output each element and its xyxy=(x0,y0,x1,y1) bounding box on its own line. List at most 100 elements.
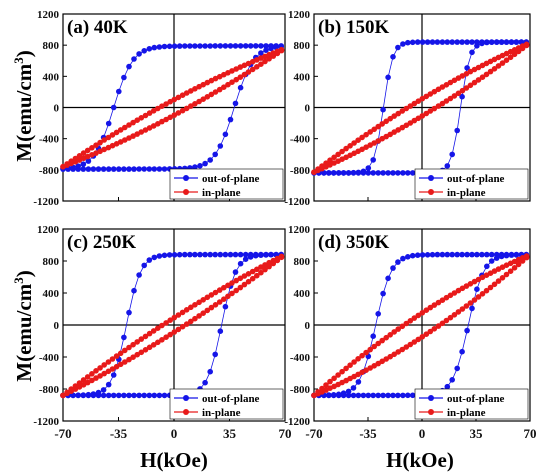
data-point xyxy=(403,320,410,327)
data-point xyxy=(138,129,145,135)
data-point xyxy=(493,39,500,45)
data-point xyxy=(383,118,390,125)
data-point xyxy=(395,170,401,176)
data-point xyxy=(80,150,87,156)
data-point xyxy=(151,44,158,51)
data-point xyxy=(64,161,70,167)
data-point xyxy=(395,349,402,355)
data-point xyxy=(365,392,372,399)
data-point xyxy=(202,379,208,386)
data-point xyxy=(439,39,446,45)
data-point xyxy=(150,328,157,334)
data-point xyxy=(459,39,465,45)
data-point xyxy=(491,281,498,288)
data-point xyxy=(419,252,426,258)
y-tick-label: 0 xyxy=(305,103,311,115)
data-point xyxy=(130,119,136,126)
data-point xyxy=(142,347,149,353)
data-point xyxy=(245,271,252,277)
data-point xyxy=(84,374,91,380)
y-tick-label: -400 xyxy=(290,134,311,146)
data-point xyxy=(237,251,244,258)
data-point xyxy=(237,275,244,282)
data-point xyxy=(350,169,357,176)
data-point xyxy=(471,278,478,285)
data-point xyxy=(444,39,451,45)
data-point xyxy=(97,139,103,146)
data-point xyxy=(326,170,332,176)
data-point xyxy=(467,82,474,89)
legend-label: in-plane xyxy=(202,407,241,419)
data-point xyxy=(225,81,231,88)
series-in-plane xyxy=(60,46,285,170)
data-point xyxy=(484,263,490,270)
data-point xyxy=(121,166,127,172)
data-point xyxy=(192,164,198,170)
data-point xyxy=(202,43,208,49)
data-point xyxy=(375,170,382,176)
data-point xyxy=(229,280,235,286)
x-axis-title-right: H(kOe) xyxy=(386,448,454,472)
data-point xyxy=(340,390,347,397)
data-point xyxy=(253,43,259,49)
data-point xyxy=(161,166,168,172)
data-point xyxy=(503,251,510,258)
data-point xyxy=(513,39,520,45)
data-point xyxy=(459,93,465,100)
panel-0: 1200 800 400 0 -400 -800 -1200 (a) 40K out-of-pl… xyxy=(33,9,286,208)
legend-marker xyxy=(428,395,434,401)
data-point xyxy=(176,251,183,258)
data-point xyxy=(237,43,244,49)
panel-3: 1200 800 400 0 -400 -800 -1200-70 -35 0 35 70 (d) 3… xyxy=(284,224,536,441)
data-point xyxy=(429,251,436,258)
data-point xyxy=(110,104,117,111)
data-point xyxy=(469,305,475,312)
data-point xyxy=(175,326,182,333)
data-point xyxy=(216,86,223,93)
data-point xyxy=(423,307,430,314)
data-point xyxy=(179,92,186,98)
y-tick-label: -1200 xyxy=(33,416,59,428)
data-point xyxy=(427,304,434,311)
legend: out-of-plane in-plane xyxy=(414,388,529,420)
data-point xyxy=(72,155,79,162)
x-tick-label: 70 xyxy=(524,426,537,441)
data-point xyxy=(146,344,153,351)
data-point xyxy=(508,251,515,258)
legend: out-of-plane in-plane xyxy=(169,388,284,420)
data-point xyxy=(399,323,406,330)
data-point xyxy=(355,356,361,362)
data-point xyxy=(409,252,416,259)
data-point xyxy=(161,392,168,399)
y-tick-label: 400 xyxy=(294,71,311,83)
data-point xyxy=(208,91,215,98)
data-point xyxy=(395,392,401,399)
data-point xyxy=(146,330,153,337)
legend: out-of-plane in-plane xyxy=(169,168,284,200)
data-point xyxy=(116,166,122,172)
data-point xyxy=(454,127,461,134)
data-point xyxy=(222,303,229,310)
legend-box xyxy=(169,168,284,200)
data-point xyxy=(232,100,239,107)
legend-label: out-of-plane xyxy=(202,173,260,185)
data-point xyxy=(495,63,502,69)
data-point xyxy=(75,163,81,169)
data-point xyxy=(339,368,345,375)
data-point xyxy=(444,163,451,169)
data-point xyxy=(156,392,163,399)
data-point xyxy=(212,289,219,296)
data-point xyxy=(431,302,438,308)
data-point xyxy=(355,379,362,385)
data-point xyxy=(351,359,357,365)
data-point xyxy=(85,166,92,172)
legend-label: in-plane xyxy=(447,187,486,199)
data-point xyxy=(109,356,116,362)
data-point xyxy=(227,251,234,258)
data-point xyxy=(327,157,333,163)
data-point xyxy=(343,365,349,372)
data-point xyxy=(467,300,474,306)
data-point xyxy=(188,103,194,109)
data-point xyxy=(449,39,456,45)
legend-box xyxy=(414,388,529,420)
